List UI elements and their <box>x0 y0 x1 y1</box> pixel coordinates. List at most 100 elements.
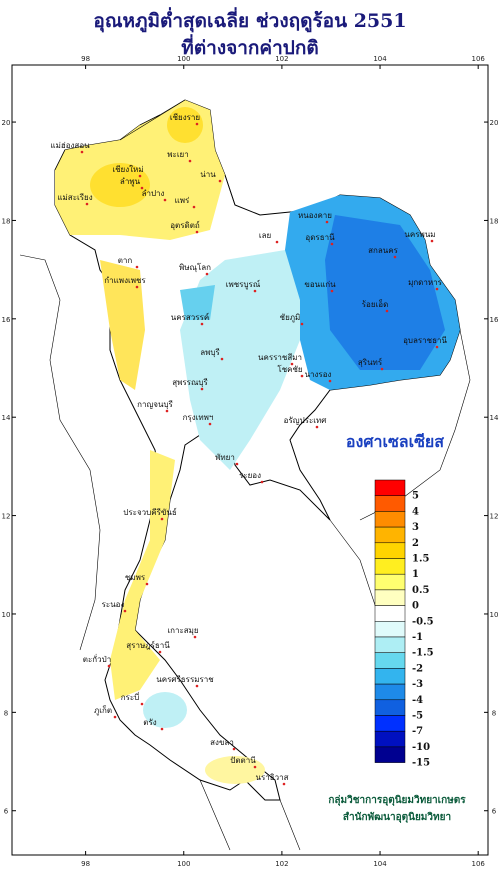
place-label: โชคชัย <box>277 364 302 374</box>
legend-swatch <box>374 573 406 591</box>
station-dot <box>192 205 196 209</box>
legend-label: -15 <box>412 758 430 769</box>
lat-tick-label: 14 <box>2 414 11 422</box>
lat-tick-label: 20 <box>2 119 11 127</box>
place-label: เชียงราย <box>170 113 200 122</box>
legend-label: -7 <box>412 726 423 737</box>
station-dot <box>330 289 334 293</box>
station-dot <box>385 309 389 313</box>
station-dot <box>138 174 142 178</box>
place-label: ตรัง <box>143 718 156 727</box>
station-dot <box>315 425 319 429</box>
legend-label: 5 <box>412 491 419 502</box>
station-dot <box>200 322 204 326</box>
lat-tick-label: 20 <box>490 119 499 127</box>
station-dot <box>282 782 286 786</box>
station-dot <box>205 272 209 276</box>
place-label: ตาก <box>118 256 133 265</box>
legend-swatch <box>374 699 406 716</box>
place-label: ลำพูน <box>120 177 141 187</box>
place-label: อุตรดิตถ์ <box>170 220 200 230</box>
station-dot <box>393 255 397 259</box>
station-dot <box>140 702 144 706</box>
place-label: กาญจนบุรี <box>137 400 173 409</box>
place-label: ระยอง <box>239 471 261 480</box>
legend-swatch <box>374 511 406 528</box>
legend-label: 0 <box>412 601 419 612</box>
anomaly-area <box>205 756 265 784</box>
anomaly-area <box>143 692 187 728</box>
lon-tick-label: 102 <box>275 860 288 868</box>
station-dot <box>123 609 127 613</box>
legend-swatch <box>374 495 406 512</box>
place-label: ขอนแก่น <box>304 280 336 289</box>
station-dot <box>188 159 192 163</box>
lat-tick-label: 6 <box>4 808 9 816</box>
place-label: หนองคาย <box>298 211 332 220</box>
place-label: เชียงใหม่ <box>112 165 143 174</box>
legend: 5 4 3 2 1.5 1 0.5 0 -0.5 -1 -1.5 -2 -3 -4 -5 -7 -10 -15 <box>374 479 434 769</box>
legend-label: -1.5 <box>412 648 434 659</box>
legend-label: -5 <box>412 711 423 722</box>
place-label: กำแพงเพชร <box>104 276 146 285</box>
station-dot <box>195 122 199 126</box>
place-label: แม่สะเรียง <box>57 193 92 202</box>
place-label: เกาะสมุย <box>167 626 198 635</box>
station-dot <box>330 242 334 246</box>
place-label: อุบลราชธานี <box>403 336 447 345</box>
legend-swatch <box>374 683 406 701</box>
place-label: สุพรรณบุรี <box>172 378 208 387</box>
place-label: สงขลา <box>210 738 234 747</box>
legend-swatch <box>374 526 406 544</box>
place-label: สกลนคร <box>368 246 398 255</box>
neighbor-border <box>19 254 101 651</box>
legend-label: -4 <box>412 695 423 706</box>
place-label: นครพนม <box>404 230 435 239</box>
legend-label: -1 <box>412 632 423 643</box>
station-dot <box>325 220 329 224</box>
place-label: พะเยา <box>167 150 188 159</box>
place-label: พิษณุโลก <box>179 262 211 272</box>
legend-swatch <box>374 668 406 685</box>
station-dot <box>85 202 89 206</box>
anomaly-area <box>180 285 215 320</box>
anomaly-area <box>90 163 150 207</box>
legend-swatch <box>374 715 406 732</box>
station-dot <box>195 230 199 234</box>
station-dot <box>135 265 139 269</box>
station-dot <box>328 379 332 383</box>
legend-swatch <box>374 479 406 496</box>
station-dot <box>107 664 111 668</box>
station-dot <box>235 462 239 466</box>
place-label: สุรินทร์ <box>358 357 383 367</box>
legend-swatch <box>374 621 406 638</box>
station-dot <box>260 480 264 484</box>
legend-swatch <box>374 542 406 559</box>
lon-tick-label: 104 <box>373 55 387 63</box>
lat-tick-label: 18 <box>2 217 11 225</box>
station-dot <box>140 186 144 190</box>
station-dot <box>145 582 149 586</box>
station-dot <box>253 765 257 769</box>
station-dot <box>290 362 294 366</box>
legend-swatch <box>374 730 406 748</box>
station-dot <box>158 650 162 654</box>
legend-swatch <box>374 558 406 575</box>
place-label: นครสวรรค์ <box>171 312 209 322</box>
station-dot <box>218 179 222 183</box>
station-dot <box>232 747 236 751</box>
place-label: นางรอง <box>305 370 332 379</box>
legend-label: -3 <box>412 679 423 690</box>
place-label: ชุมพร <box>125 573 146 582</box>
place-label: ลพบุรี <box>200 348 220 357</box>
station-dot <box>435 287 439 291</box>
lat-tick-label: 12 <box>490 513 499 521</box>
place-label: ร้อยเอ็ด <box>362 299 389 309</box>
lon-tick-label: 98 <box>81 860 90 868</box>
place-label: ภูเก็ต <box>94 705 112 716</box>
anomaly-area <box>100 260 145 390</box>
lat-tick-label: 8 <box>4 709 8 717</box>
lat-tick-label: 16 <box>2 316 11 324</box>
station-dot <box>163 198 167 202</box>
